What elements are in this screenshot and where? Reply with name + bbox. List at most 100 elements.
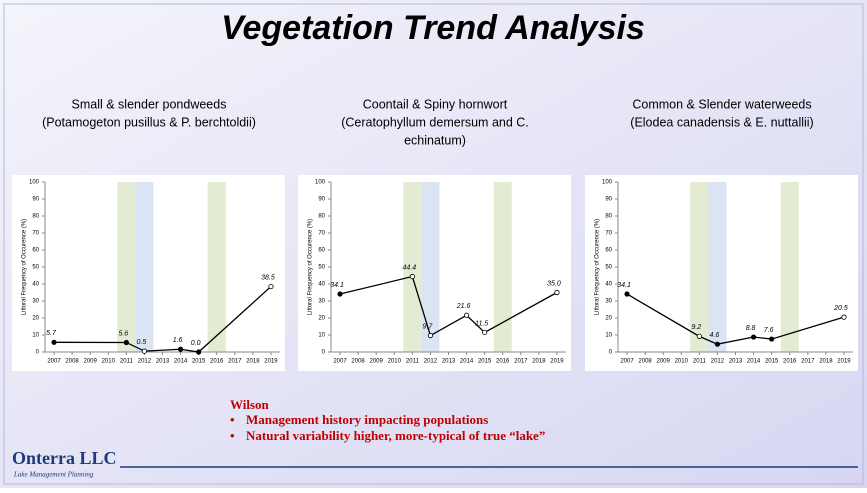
value-label: 35.0 [547, 280, 561, 287]
data-point [696, 333, 702, 339]
data-point [554, 289, 560, 296]
y-tick-label: 20 [605, 316, 612, 322]
data-point [177, 346, 184, 352]
x-tick-label: 2008 [638, 359, 652, 365]
x-tick-label: 2010 [675, 359, 689, 365]
y-tick-label: 70 [32, 231, 39, 237]
y-tick-label: 0 [609, 350, 613, 356]
x-tick-label: 2013 [729, 359, 743, 365]
y-tick-label: 50 [318, 265, 325, 271]
x-tick-label: 2012 [711, 359, 725, 365]
value-label: 38.5 [261, 274, 275, 281]
x-tick-label: 2008 [65, 359, 79, 365]
data-point [841, 314, 847, 320]
x-tick-label: 2017 [801, 359, 815, 365]
x-tick-label: 2010 [388, 359, 402, 365]
y-tick-label: 50 [605, 265, 612, 271]
period-band [207, 182, 226, 352]
value-label: 0.0 [191, 340, 201, 347]
chart-title: Small & slender pondweeds [72, 97, 227, 111]
chart-title: (Elodea canadensis & E. nuttallii) [630, 115, 813, 129]
border [3, 3, 864, 485]
data-point [427, 332, 434, 339]
period-band [421, 182, 440, 352]
value-label: 1.6 [173, 337, 183, 344]
x-tick-label: 2009 [370, 359, 384, 365]
x-tick-label: 2016 [783, 359, 797, 365]
x-tick-label: 2014 [747, 359, 761, 365]
period-band [708, 182, 727, 352]
x-tick-label: 2009 [84, 359, 98, 365]
data-point [624, 291, 630, 297]
chart-title: echinatum) [404, 133, 466, 147]
data-point [268, 283, 274, 290]
data-line [339, 275, 558, 337]
y-tick-label: 100 [602, 180, 613, 186]
data-point [714, 341, 721, 347]
y-tick-label: 0 [36, 350, 40, 356]
x-tick-label: 2014 [174, 359, 188, 365]
logo-name: Onterra LLC [12, 448, 116, 468]
notes-heading: Wilson [230, 397, 270, 412]
value-label: 44.4 [403, 264, 417, 271]
period-band [135, 182, 154, 352]
x-tick-label: 2017 [228, 359, 242, 365]
y-tick-label: 30 [32, 299, 39, 305]
x-tick-label: 2015 [192, 359, 206, 365]
data-point [409, 273, 415, 280]
value-label: 5.7 [46, 330, 57, 337]
x-tick-label: 2015 [478, 359, 492, 365]
value-label: 20.5 [833, 305, 848, 312]
data-line [626, 293, 845, 345]
x-tick-label: 2007 [47, 359, 61, 365]
x-tick-label: 2016 [210, 359, 224, 365]
x-tick-label: 2018 [532, 359, 546, 365]
y-tick-label: 60 [32, 248, 39, 254]
x-tick-label: 2007 [333, 359, 347, 365]
value-label: 9.7 [423, 323, 434, 330]
bullet-dot: • [230, 428, 235, 443]
y-axis-label: Littoral Frequency of Occurence (%) [22, 219, 28, 315]
data-point [337, 291, 343, 297]
chart-title: (Potamogeton pusillus & P. berchtoldii) [42, 115, 256, 129]
x-tick-label: 2017 [514, 359, 528, 365]
y-tick-label: 0 [322, 350, 326, 356]
data-point [769, 336, 775, 342]
y-tick-label: 60 [605, 248, 612, 254]
y-tick-label: 80 [32, 214, 39, 220]
x-tick-label: 2007 [620, 359, 634, 365]
y-axis-label: Littoral Frequency of Occurence (%) [308, 219, 314, 315]
y-tick-label: 50 [32, 265, 39, 271]
y-tick-label: 20 [318, 316, 325, 322]
bullet-dot: • [230, 412, 235, 427]
y-tick-label: 10 [605, 333, 612, 339]
y-tick-label: 90 [605, 197, 612, 203]
y-tick-label: 90 [32, 197, 39, 203]
x-tick-label: 2018 [246, 359, 260, 365]
logo-tagline: Lake Management Planning [13, 471, 94, 479]
period-band [690, 182, 709, 352]
y-tick-label: 40 [318, 282, 325, 288]
x-tick-label: 2019 [264, 359, 278, 365]
value-label: 0.5 [137, 339, 147, 346]
y-tick-label: 40 [32, 282, 39, 288]
chart-title: (Ceratophyllum demersum and C. [341, 115, 529, 129]
bullet: Natural variability higher, more-typical… [246, 428, 545, 443]
x-tick-label: 2010 [102, 359, 116, 365]
x-tick-label: 2012 [424, 359, 438, 365]
y-tick-label: 90 [318, 197, 325, 203]
data-point [51, 339, 57, 345]
value-label: 9.2 [691, 324, 701, 331]
data-point [141, 348, 148, 354]
x-tick-label: 2014 [460, 359, 474, 365]
period-band [493, 182, 512, 352]
value-label: 34.1 [330, 282, 344, 289]
x-tick-label: 2013 [442, 359, 456, 365]
bullet: Management history impacting populations [246, 412, 488, 427]
data-point [750, 334, 757, 340]
y-tick-label: 100 [29, 180, 40, 186]
y-tick-label: 40 [605, 282, 612, 288]
x-tick-label: 2011 [693, 359, 707, 365]
x-tick-label: 2011 [406, 359, 420, 365]
x-tick-label: 2018 [819, 359, 833, 365]
